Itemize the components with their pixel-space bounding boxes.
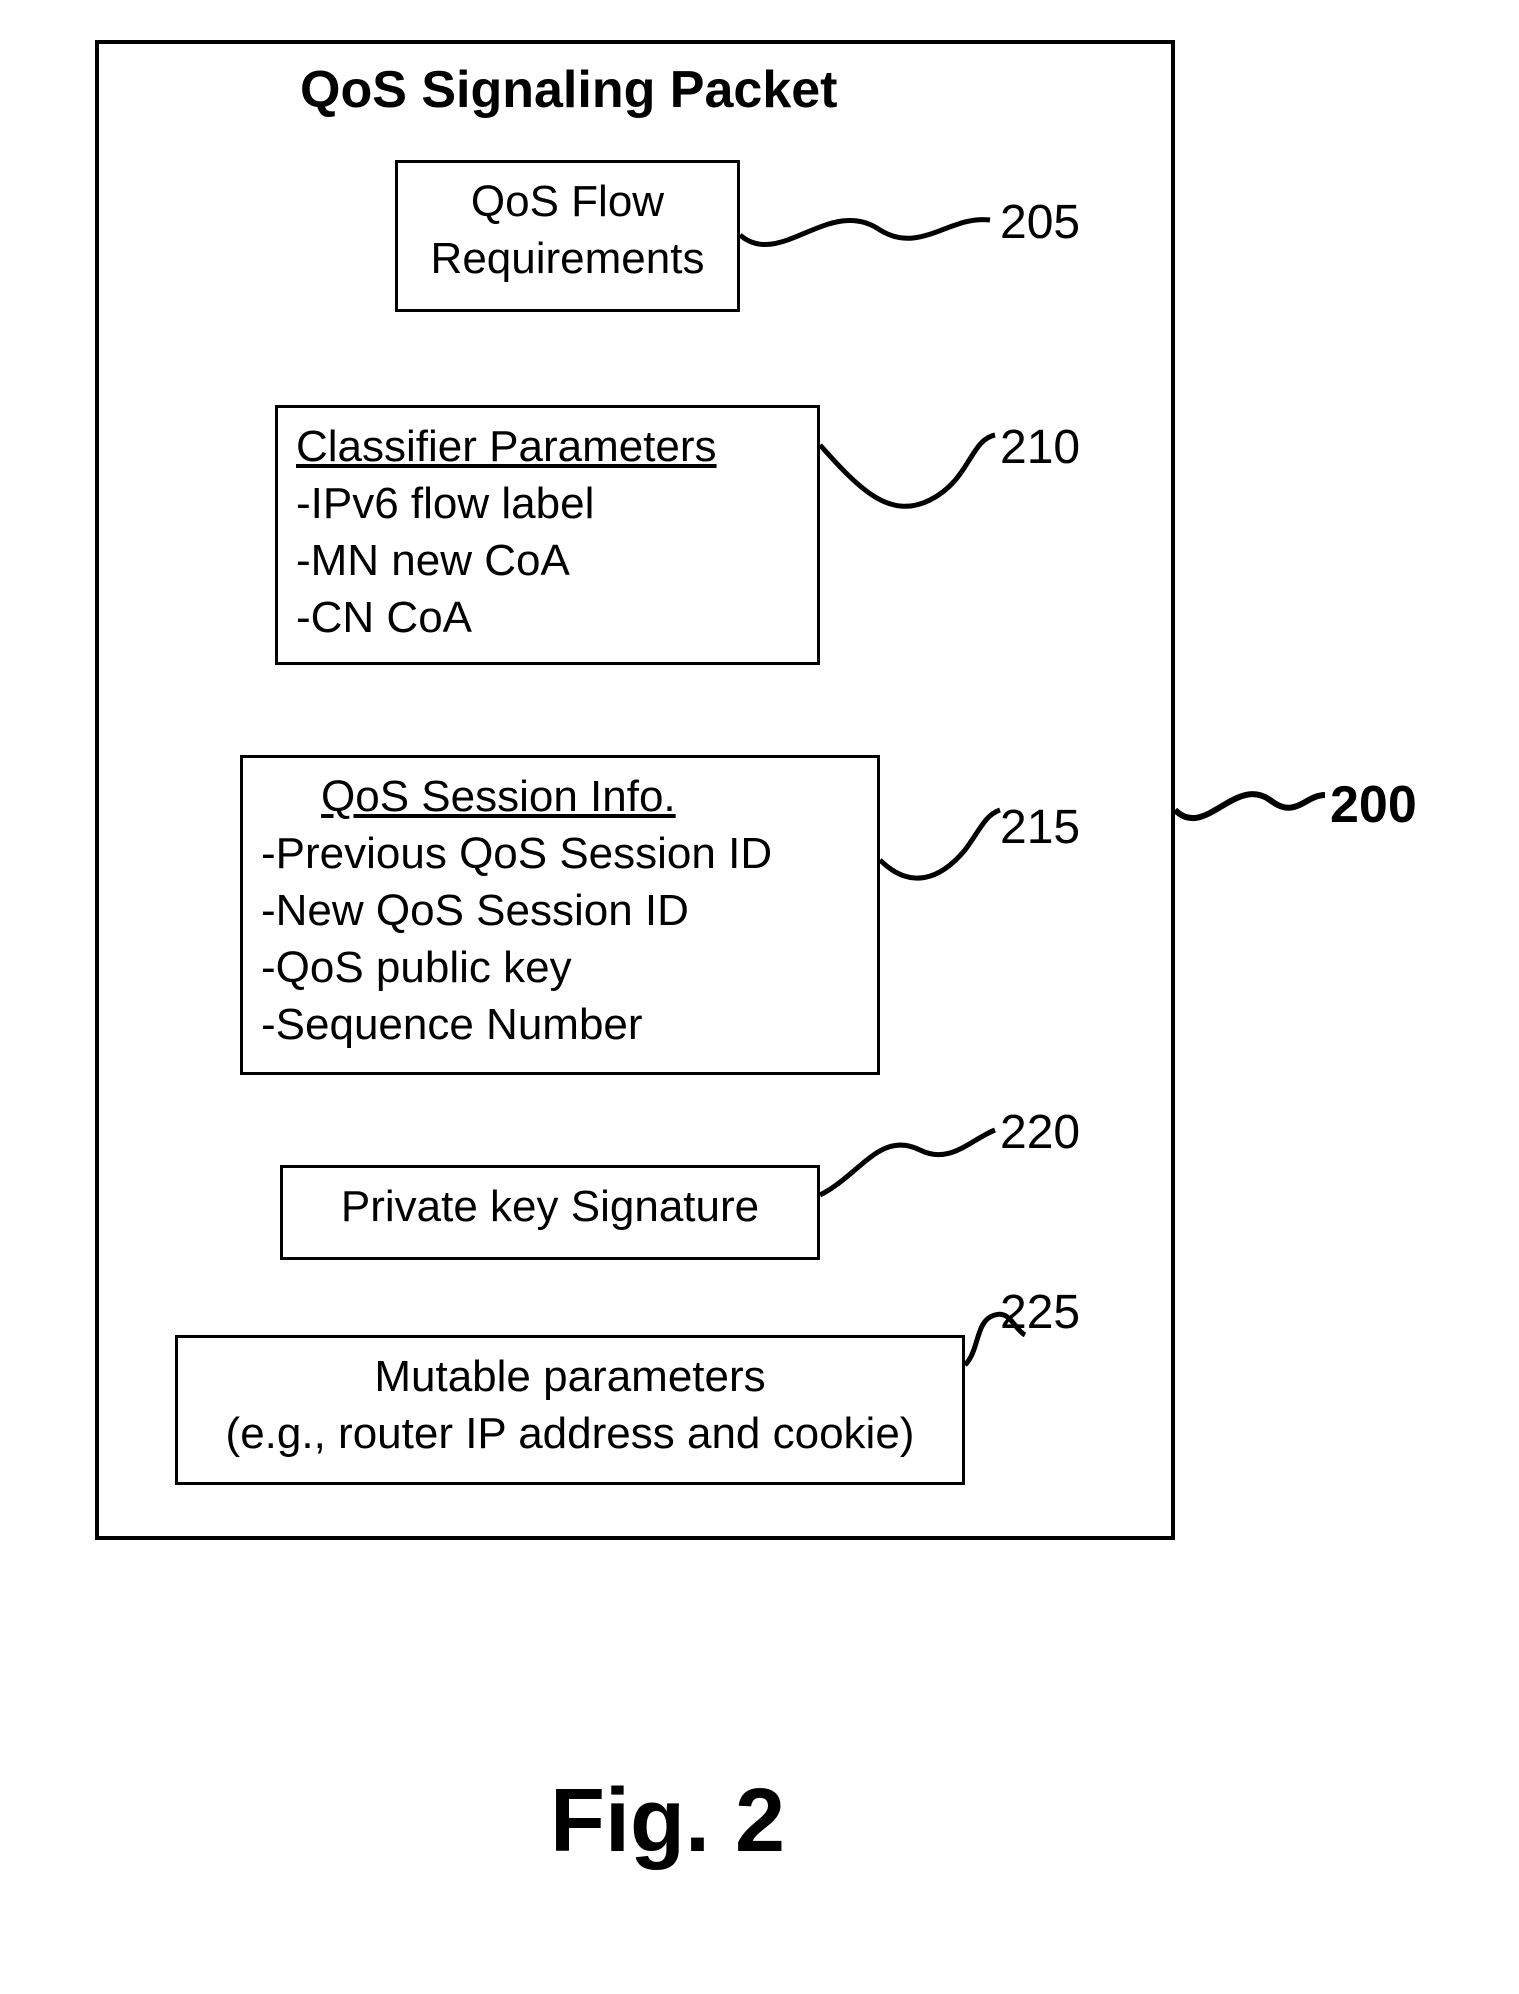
lead-line-icon (740, 200, 1000, 270)
box-heading: Classifier Parameters (296, 418, 799, 475)
lead-line-icon (820, 430, 1000, 520)
box-item: -CN CoA (296, 589, 799, 646)
box-item: -New QoS Session ID (261, 882, 859, 939)
lead-line-icon (965, 1305, 1035, 1375)
box-classifier-parameters: Classifier Parameters -IPv6 flow label -… (275, 405, 820, 665)
box-qos-session-info: QoS Session Info. -Previous QoS Session … (240, 755, 880, 1075)
box-item: -MN new CoA (296, 532, 799, 589)
box-qos-flow-requirements: QoS Flow Requirements (395, 160, 740, 312)
lead-line-icon (880, 810, 1010, 890)
box-private-key-signature: Private key Signature (280, 1165, 820, 1260)
diagram-canvas: QoS Signaling Packet QoS Flow Requiremen… (0, 0, 1519, 1994)
box-line: Mutable parameters (196, 1348, 944, 1405)
lead-line-icon (820, 1120, 1000, 1200)
lead-line-icon (1175, 775, 1335, 845)
figure-caption: Fig. 2 (550, 1770, 785, 1873)
box-line: Private key Signature (301, 1178, 799, 1235)
box-line: QoS Flow (416, 173, 719, 230)
ref-label-210: 210 (1000, 420, 1080, 475)
ref-label-205: 205 (1000, 195, 1080, 250)
ref-label-200: 200 (1330, 775, 1417, 835)
ref-label-215: 215 (1000, 800, 1080, 855)
box-item: -Sequence Number (261, 996, 859, 1053)
box-heading: QoS Session Info. (261, 768, 859, 825)
ref-label-220: 220 (1000, 1105, 1080, 1160)
box-item: -Previous QoS Session ID (261, 825, 859, 882)
box-line: Requirements (416, 230, 719, 287)
box-line: (e.g., router IP address and cookie) (196, 1405, 944, 1462)
box-item: -IPv6 flow label (296, 475, 799, 532)
box-item: -QoS public key (261, 939, 859, 996)
packet-title: QoS Signaling Packet (300, 60, 837, 120)
box-mutable-parameters: Mutable parameters (e.g., router IP addr… (175, 1335, 965, 1485)
